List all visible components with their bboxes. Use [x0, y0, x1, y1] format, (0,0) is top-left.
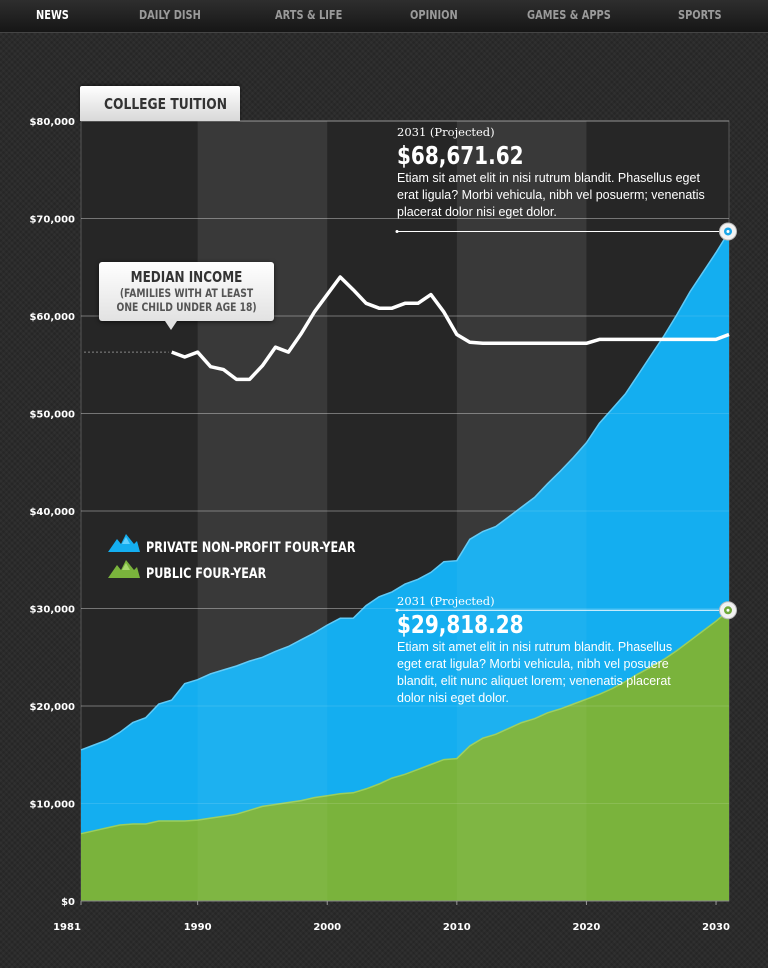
nav-item-news[interactable]: NEWS — [36, 8, 69, 22]
decade-band-overlay — [197, 121, 328, 901]
tab-college-tuition[interactable]: COLLEGE TUITION — [80, 86, 240, 121]
nav-item-sports[interactable]: SPORTS — [678, 8, 722, 22]
nav-item-arts-life[interactable]: ARTS & LIFE — [275, 8, 343, 22]
y-tick-label: $70,000 — [29, 215, 75, 226]
median-income-callout: MEDIAN INCOME (FAMILIES WITH AT LEAST ON… — [99, 262, 274, 330]
median-income-line — [171, 275, 730, 382]
public-projection-year: 2031 (Projected) — [397, 594, 495, 608]
mountain-icon — [108, 560, 140, 578]
private-projection-year: 2031 (Projected) — [397, 125, 495, 139]
x-tick-label: 2000 — [313, 922, 341, 933]
x-axis: 1981 1990 2000 2010 2020 2030 — [53, 900, 730, 933]
median-income-subtitle-1: (FAMILIES WITH AT LEAST — [119, 286, 254, 300]
x-tick-label: 1990 — [184, 922, 212, 933]
y-tick-label: $20,000 — [29, 702, 75, 713]
private-projection-marker-center — [726, 229, 730, 233]
private-tuition-edge — [80, 231, 730, 751]
x-tick-label: 2010 — [443, 922, 471, 933]
public-tuition-area — [81, 610, 729, 901]
public-projection-pointer-end — [395, 608, 399, 612]
decade-band-overlay — [456, 121, 587, 901]
nav-item-games-apps[interactable]: GAMES & APPS — [527, 8, 611, 22]
x-tick-label: 2030 — [702, 922, 730, 933]
nav-item-opinion[interactable]: OPINION — [410, 8, 458, 22]
private-projection-text: Etiam sit amet elit in nisi rutrum bland… — [397, 171, 705, 219]
private-projection-pointer-end — [395, 229, 399, 233]
median-income-title: MEDIAN INCOME — [130, 268, 243, 286]
y-tick-label: $40,000 — [29, 507, 75, 518]
x-tick-label: 2020 — [573, 922, 601, 933]
y-tick-label: $10,000 — [29, 800, 75, 811]
nav-item-daily-dish[interactable]: DAILY DISH — [139, 8, 201, 22]
y-tick-label: $50,000 — [29, 410, 75, 421]
legend-label-private: PRIVATE NON-PROFIT FOUR-YEAR — [146, 540, 356, 556]
mountain-icon — [108, 534, 140, 552]
public-projection-annotation: 2031 (Projected) $29,818.28 Etiam sit am… — [397, 594, 697, 707]
private-projection-amount: $68,671.62 — [397, 141, 524, 170]
public-projection-marker-center — [726, 608, 730, 612]
x-tick-label: 1981 — [53, 922, 81, 933]
y-tick-label: $80,000 — [29, 117, 75, 128]
legend-label-public: PUBLIC FOUR-YEAR — [146, 566, 267, 582]
y-axis: $0 $10,000 $20,000 $30,000 $40,000 $50,000 $60… — [29, 117, 75, 908]
public-tuition-edge — [80, 609, 730, 835]
top-nav: NEWS DAILY DISH ARTS & LIFE OPINION GAME… — [0, 0, 768, 33]
y-tick-label: $30,000 — [29, 605, 75, 616]
public-projection-amount: $29,818.28 — [397, 610, 524, 639]
area-series — [80, 120, 730, 901]
private-projection-annotation: 2031 (Projected) $68,671.62 Etiam sit am… — [397, 125, 707, 221]
y-tick-label: $60,000 — [29, 312, 75, 323]
y-tick-label: $0 — [61, 897, 75, 908]
public-projection-text: Etiam sit amet elit in nisi rutrum bland… — [397, 640, 673, 705]
chart-overlay — [84, 222, 737, 620]
tab-label: COLLEGE TUITION — [104, 95, 228, 113]
median-income-subtitle-2: ONE CHILD UNDER AGE 18) — [116, 300, 257, 314]
